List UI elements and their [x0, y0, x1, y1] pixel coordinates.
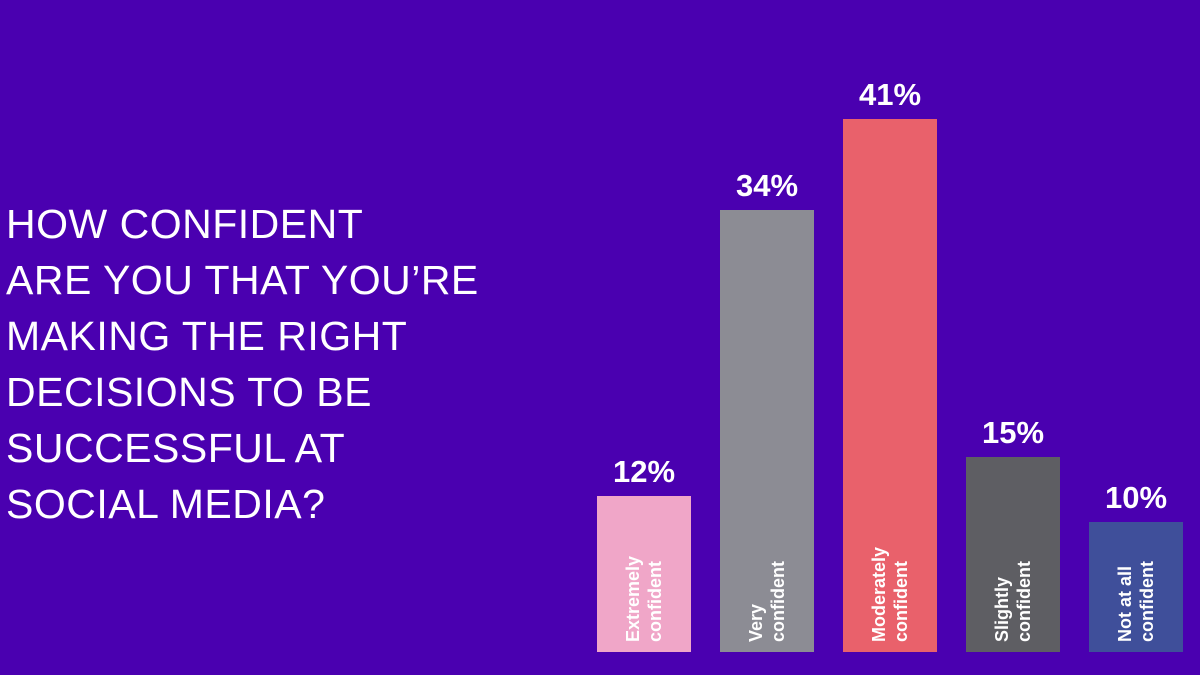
value-label-1: 12%	[613, 454, 675, 489]
category-label-5: Not at all confident	[1115, 561, 1157, 642]
value-label-3: 41%	[859, 77, 921, 112]
value-label-4: 15%	[982, 415, 1044, 450]
category-label-2: Very confident	[746, 561, 788, 642]
value-label-2: 34%	[736, 168, 798, 203]
category-label-4: Slightly confident	[992, 561, 1034, 642]
question-line-5: SUCCESSFUL AT	[6, 425, 346, 471]
bar-2	[720, 210, 814, 652]
category-label-1: Extremely confident	[623, 556, 665, 642]
question-line-4: DECISIONS TO BE	[6, 369, 372, 415]
category-label-1-line-1: Extremely	[623, 556, 643, 642]
bar-4	[966, 457, 1060, 652]
bar-5	[1089, 522, 1183, 652]
question-text: HOW CONFIDENT ARE YOU THAT YOU’RE MAKING…	[6, 196, 526, 532]
question-line-1: HOW CONFIDENT	[6, 201, 364, 247]
category-label-4-line-2: confident	[1014, 561, 1034, 642]
bar-1	[597, 496, 691, 652]
category-label-3-line-2: confident	[891, 561, 911, 642]
category-label-4-line-1: Slightly	[992, 577, 1012, 642]
question-line-2: ARE YOU THAT YOU’RE	[6, 257, 479, 303]
category-label-2-line-2: confident	[768, 561, 788, 642]
category-label-2-line-1: Very	[746, 604, 766, 642]
category-label-1-line-2: confident	[645, 561, 665, 642]
category-label-5-line-1: Not at all	[1115, 566, 1135, 642]
question-line-3: MAKING THE RIGHT	[6, 313, 408, 359]
category-label-3-line-1: Moderately	[869, 547, 889, 642]
value-label-5: 10%	[1105, 480, 1167, 515]
category-label-3: Moderately confident	[869, 547, 911, 642]
bar-3	[843, 119, 937, 652]
category-label-5-line-2: confident	[1137, 561, 1157, 642]
question-line-6: SOCIAL MEDIA?	[6, 481, 326, 527]
